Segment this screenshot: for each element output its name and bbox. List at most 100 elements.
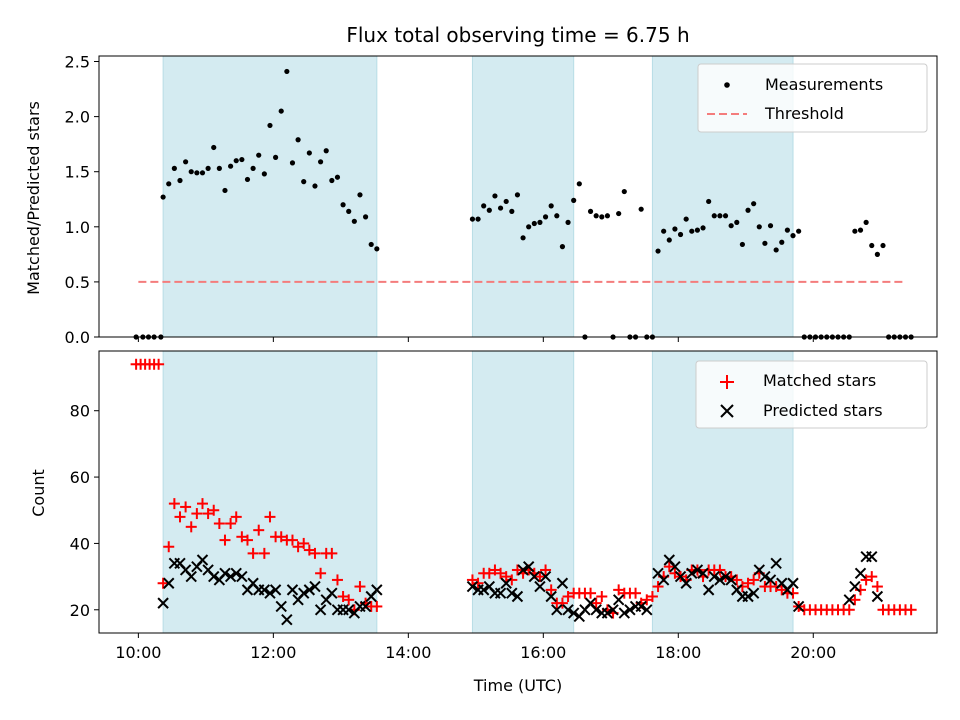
bottom-legend: Matched stars Predicted stars <box>695 360 928 429</box>
matched-star-point <box>286 534 298 546</box>
measurement-point <box>351 218 357 224</box>
matched-star-point <box>208 504 220 516</box>
measurement-point <box>666 237 672 243</box>
measurement-point <box>537 219 543 225</box>
predicted-star-point <box>500 577 512 589</box>
predicted-star-point <box>466 580 479 593</box>
measurement-point <box>621 188 627 195</box>
predicted-star-point <box>517 564 529 576</box>
predicted-star-point <box>185 570 197 583</box>
matched-star-point <box>354 581 366 593</box>
measurement-point <box>542 214 549 220</box>
matched-star-point <box>241 534 253 546</box>
measurement-point <box>694 227 701 233</box>
matched-star-point <box>483 567 495 579</box>
measurement-point <box>700 225 706 231</box>
matched-star-point <box>303 544 315 556</box>
measurement-point <box>722 213 729 219</box>
matched-star-point <box>731 574 743 586</box>
chart-title: Flux total observing time = 6.75 h <box>346 23 689 47</box>
matched-star-point <box>157 577 169 589</box>
matched-star-point <box>168 498 180 510</box>
predicted-star-point <box>624 604 636 616</box>
matched-star-point <box>236 531 248 543</box>
measurement-point <box>565 219 571 225</box>
measurement-point <box>604 213 611 219</box>
predicted-star-point <box>770 557 782 570</box>
predicted-star-point <box>725 574 737 586</box>
matched-star-point <box>871 581 883 593</box>
matched-star-point <box>613 584 625 596</box>
predicted-star-point <box>747 587 760 599</box>
predicted-star-point <box>224 570 237 583</box>
predicted-star-point <box>275 600 287 613</box>
matched-star-point <box>185 521 197 533</box>
matched-star-point <box>663 561 675 573</box>
matched-star-point <box>298 537 310 549</box>
predicted-star-point <box>792 600 805 613</box>
predicted-star-point <box>286 584 299 596</box>
matched-star-point <box>534 571 546 583</box>
measurement-point <box>261 171 267 177</box>
predicted-star-point <box>618 607 631 619</box>
measurement-point <box>869 242 875 249</box>
legend-threshold-label: Threshold <box>764 104 844 123</box>
measurement-point <box>773 247 779 253</box>
legend-matched-label: Matched stars <box>763 371 876 390</box>
shaded-span-0 <box>162 55 378 338</box>
shaded-span-1 <box>471 350 575 634</box>
measurement-point <box>188 169 194 175</box>
predicted-star-point <box>343 604 355 616</box>
predicted-star-point <box>534 580 546 593</box>
y-tick-label: 20 <box>70 601 90 620</box>
predicted-star-point <box>551 604 563 616</box>
measurement-point <box>194 170 200 176</box>
bottom-y-ticks: 20 40 60 80 <box>70 402 99 620</box>
y-tick-label: 40 <box>70 534 90 553</box>
measurement-point <box>486 207 492 213</box>
predicted-star-point <box>545 590 557 603</box>
matched-star-point <box>326 547 338 559</box>
measurement-point <box>374 246 380 252</box>
x-tick-label: 16:00 <box>520 643 566 662</box>
measurement-point <box>469 216 476 222</box>
matched-star-point <box>174 511 186 523</box>
matched-star-point <box>253 524 265 536</box>
matched-star-point <box>275 531 287 543</box>
predicted-star-point <box>657 574 670 586</box>
measurement-point <box>863 219 869 225</box>
matched-star-point <box>331 574 343 586</box>
shaded-span-0 <box>162 350 378 634</box>
predicted-star-point <box>314 604 327 616</box>
measurement-point <box>368 241 374 248</box>
matched-star-point <box>714 564 726 576</box>
measurement-point <box>526 224 532 230</box>
y-tick-label: 0.0 <box>65 328 90 347</box>
predicted-star-point <box>506 587 518 599</box>
measurement-point <box>222 187 228 194</box>
legend-measurements-label: Measurements <box>765 75 883 94</box>
predicted-star-point <box>371 584 383 596</box>
bottom-y-axis-label: Count <box>29 469 48 517</box>
predicted-star-point <box>607 604 619 616</box>
matched-star-point <box>258 547 270 559</box>
predicted-star-point <box>196 554 209 566</box>
measurement-point <box>183 159 189 165</box>
matched-star-point <box>264 511 276 523</box>
measurement-point <box>211 144 217 151</box>
measurement-point <box>346 208 352 214</box>
measurement-point <box>166 181 172 187</box>
measurement-point <box>655 248 661 254</box>
predicted-star-point <box>567 607 580 619</box>
matched-star-point <box>511 564 523 576</box>
x-axis-label: Time (UTC) <box>473 676 562 695</box>
predicted-star-point <box>686 567 698 579</box>
predicted-star-point <box>759 570 771 583</box>
predicted-star-point <box>612 594 625 606</box>
measurement-point <box>548 203 554 209</box>
measurement-point <box>672 226 678 232</box>
measurement-point <box>295 137 301 143</box>
matched-star-point <box>742 577 754 589</box>
matched-star-point <box>776 584 788 596</box>
matched-star-point <box>540 564 552 576</box>
